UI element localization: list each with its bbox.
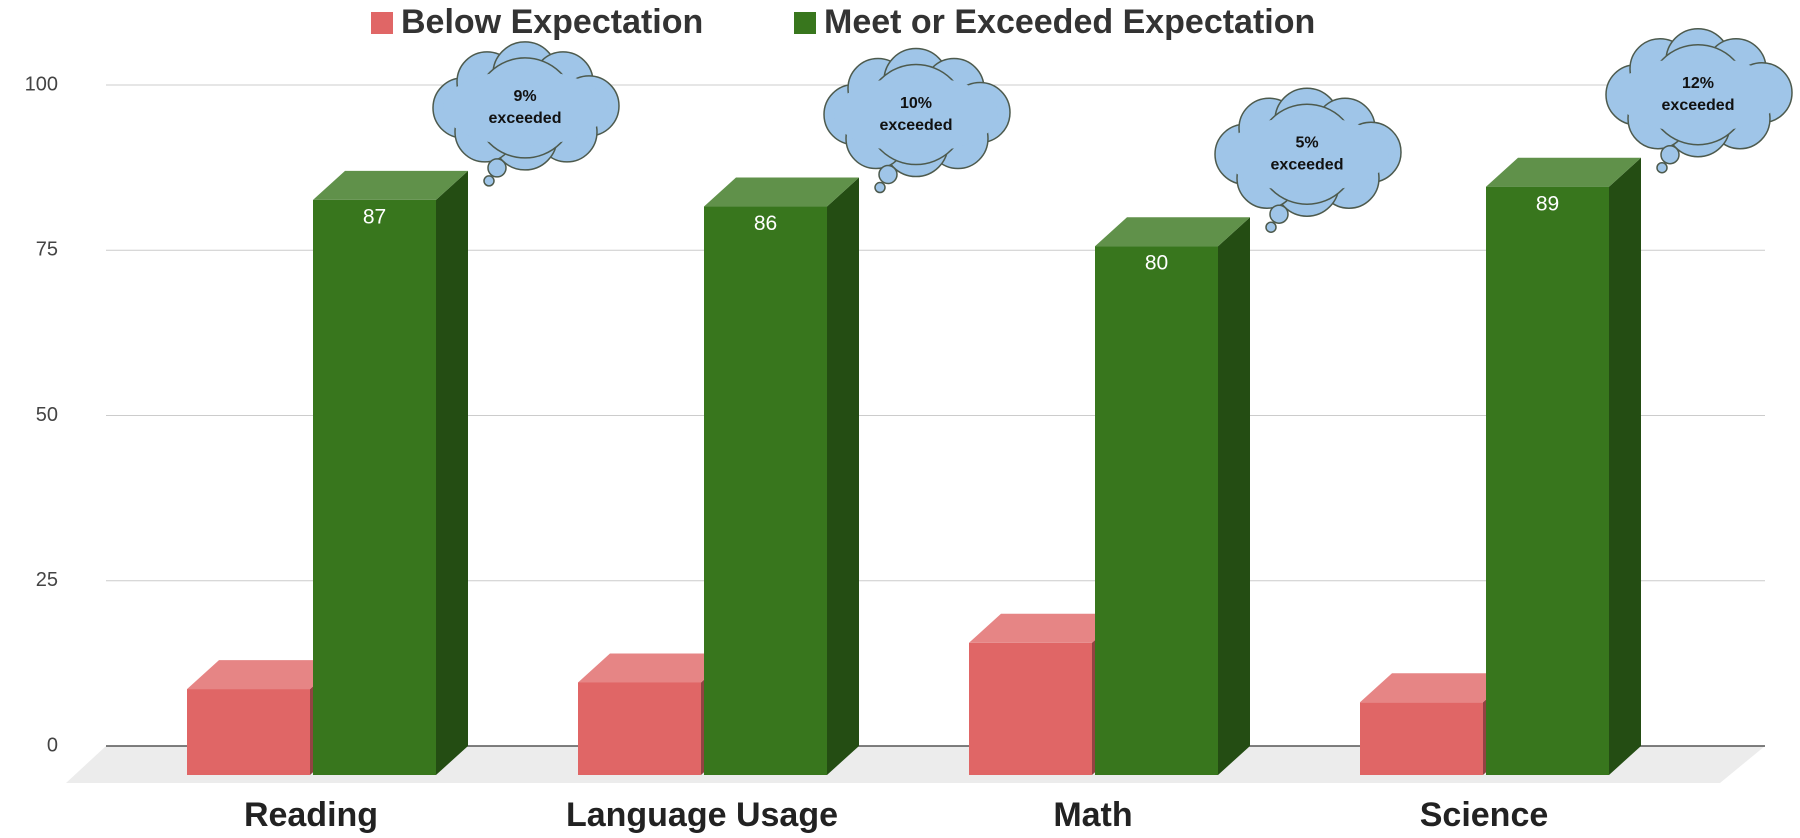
bubble (878, 164, 898, 185)
annotation: exceeded (1271, 156, 1344, 173)
bubble (483, 175, 495, 187)
bubble (1269, 204, 1289, 224)
bar (704, 177, 859, 776)
annotation: 9% (513, 88, 536, 105)
bar-front (1095, 246, 1218, 775)
bubble (874, 181, 886, 194)
floor (66, 746, 1765, 783)
bubble (1265, 221, 1277, 233)
bar-front (578, 682, 701, 775)
bar (578, 653, 733, 775)
legend-label: Below Expectation (401, 3, 703, 41)
bar-top (313, 170, 468, 200)
x-tick-label: Reading (244, 796, 378, 834)
y-tick-label: 25 (36, 569, 58, 591)
bar-side (827, 177, 859, 776)
annotation: 5% (1295, 134, 1318, 151)
bubble (487, 158, 507, 178)
y-tick-label: 50 (36, 404, 58, 426)
y-tick-label: 75 (36, 239, 58, 261)
bar-top (1486, 157, 1641, 187)
annotation: exceeded (1662, 97, 1735, 114)
bar-top (969, 613, 1124, 643)
legend-swatch (371, 12, 393, 34)
bubble (1656, 161, 1668, 174)
annotation: exceeded (489, 110, 562, 127)
y-tick-label: 0 (47, 734, 58, 756)
bar-front (187, 689, 310, 775)
cloud-core (834, 76, 998, 153)
y-tick-label: 100 (25, 73, 58, 95)
bar-side (436, 170, 468, 775)
x-tick-label: Science (1420, 796, 1549, 834)
data-label: 87 (363, 205, 386, 228)
x-tick-label: Language Usage (566, 796, 838, 834)
data-label: 86 (754, 212, 777, 235)
legend-swatch (794, 12, 816, 34)
bar-top (1360, 673, 1515, 703)
cloud-core (443, 69, 607, 146)
bar-top (1095, 217, 1250, 247)
bar (1486, 157, 1641, 775)
bar-side (1218, 217, 1250, 775)
cloud-core (1616, 56, 1780, 133)
thought-cloud: 9% exceeded (432, 41, 620, 187)
bar-front (704, 206, 827, 776)
data-label: 89 (1536, 192, 1559, 215)
bar-side (1609, 157, 1641, 775)
bar-top (578, 653, 733, 683)
bar (313, 170, 468, 775)
annotation: 10% (900, 95, 932, 112)
thought-cloud: 5% exceeded (1214, 87, 1402, 233)
annotation: exceeded (880, 117, 953, 134)
bar (187, 660, 342, 775)
data-label: 80 (1145, 252, 1168, 275)
annotation: 12% (1682, 75, 1714, 92)
cloud-core (1225, 116, 1389, 193)
thought-cloud: 12% exceeded (1605, 27, 1793, 174)
bubble (1660, 144, 1680, 165)
x-tick-label: Math (1053, 796, 1132, 834)
bar-top (704, 177, 859, 207)
bar (1095, 217, 1250, 775)
bar-front (1486, 186, 1609, 775)
bar-front (969, 642, 1092, 775)
bar-top (187, 660, 342, 690)
bar-front (313, 199, 436, 775)
thought-cloud: 10% exceeded (823, 47, 1011, 194)
bar-front (1360, 702, 1483, 775)
legend-label: Meet or Exceeded Expectation (824, 3, 1315, 41)
